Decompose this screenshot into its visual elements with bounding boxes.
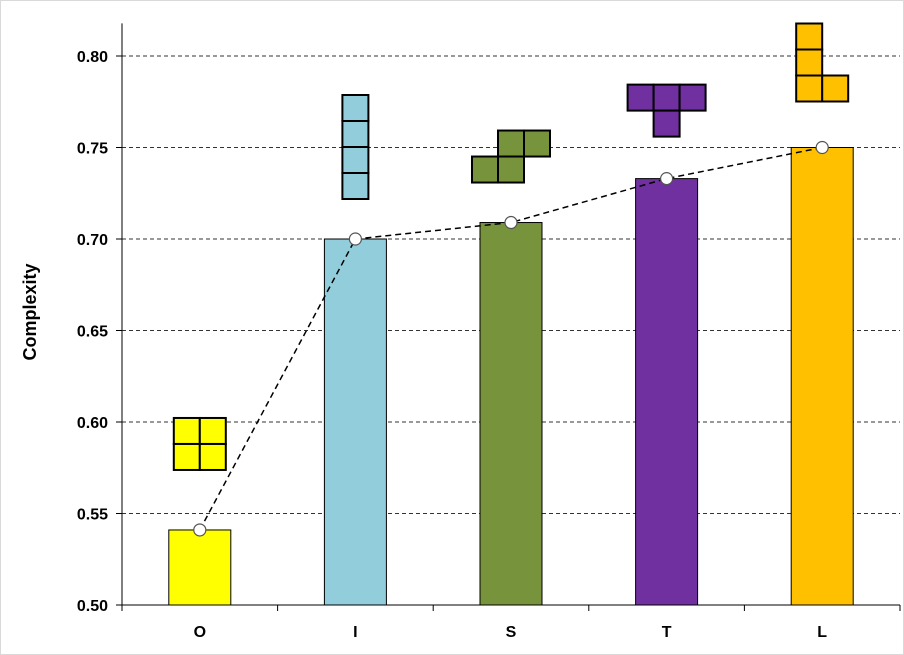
tetromino-s-icon xyxy=(471,129,551,184)
y-tick-label: 0.65 xyxy=(77,324,108,341)
y-axis-label: Complexity xyxy=(20,263,40,360)
tetromino-cell xyxy=(626,83,655,112)
tetromino-cell xyxy=(471,155,499,184)
tetromino-l-icon xyxy=(795,22,850,103)
y-tick-label: 0.70 xyxy=(77,232,108,249)
tetromino-cell xyxy=(497,129,525,158)
trend-line-path xyxy=(199,146,823,531)
tetromino-cell xyxy=(198,416,227,445)
y-tick-label: 0.50 xyxy=(77,598,108,615)
tetromino-cell xyxy=(652,83,681,112)
tetromino-i-icon xyxy=(341,94,370,200)
trend-point xyxy=(815,140,829,155)
tetromino-cell xyxy=(497,155,525,184)
tetromino-cell xyxy=(341,172,370,200)
tetromino-cell xyxy=(821,74,850,103)
tetromino-cell xyxy=(341,94,370,122)
tetromino-cell xyxy=(652,109,681,138)
bar xyxy=(479,222,543,606)
tetromino-cell xyxy=(678,83,707,112)
bar xyxy=(323,238,387,606)
trend-line xyxy=(193,140,829,537)
tetromino-cell xyxy=(795,22,824,51)
x-tick-label: T xyxy=(662,624,672,641)
y-tick-label: 0.60 xyxy=(77,415,108,432)
bar xyxy=(168,529,232,606)
tetromino-cell xyxy=(198,442,227,471)
trend-point xyxy=(348,232,362,246)
trend-point xyxy=(504,215,518,230)
tetromino-o-icon xyxy=(172,416,227,471)
tetromino-pictograms xyxy=(172,22,850,471)
x-tick-label: S xyxy=(506,624,517,641)
x-tick-label: O xyxy=(194,624,206,641)
bars xyxy=(168,147,854,606)
y-tick-label: 0.80 xyxy=(77,49,108,66)
y-tick-label: 0.55 xyxy=(77,507,108,524)
tetromino-cell xyxy=(795,74,824,103)
tetromino-cell xyxy=(172,416,201,445)
bar xyxy=(790,147,854,606)
y-axis: 0.50 0.55 0.60 0.65 0.70 0.75 0.80 xyxy=(77,23,123,615)
tetromino-cell xyxy=(795,48,824,77)
y-tick-label: 0.75 xyxy=(77,141,108,158)
tetromino-cell xyxy=(341,120,370,148)
x-tick-label: I xyxy=(353,624,357,641)
tetromino-t-icon xyxy=(626,83,707,138)
tetromino-cell xyxy=(523,129,551,158)
tetromino-cell xyxy=(172,442,201,471)
bar xyxy=(635,178,699,606)
x-tick-label: L xyxy=(817,624,827,641)
tetromino-cell xyxy=(341,146,370,174)
trend-point xyxy=(659,172,674,186)
trend-point xyxy=(193,523,207,537)
